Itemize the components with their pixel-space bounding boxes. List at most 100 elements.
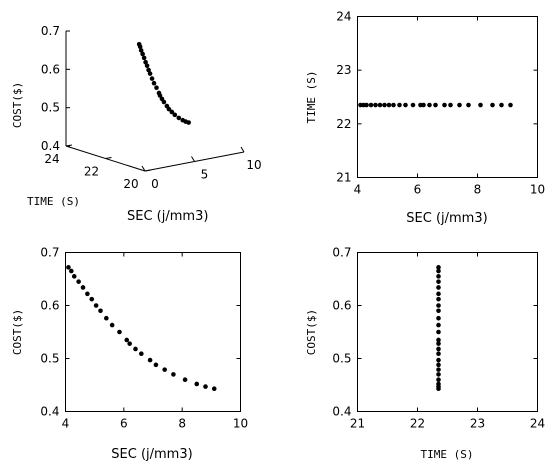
data-point (194, 381, 200, 387)
y-tick (144, 169, 152, 172)
y-tick-label: 22 (84, 165, 99, 179)
y-tick (65, 144, 73, 147)
data-point (141, 55, 147, 61)
data-point (85, 291, 90, 297)
data-point (137, 44, 143, 50)
data-point (149, 76, 155, 81)
data-point (421, 102, 426, 108)
data-point (436, 279, 441, 284)
x-tick (191, 156, 195, 162)
data-point (144, 63, 150, 69)
data-point (466, 102, 471, 108)
x-axis-label: SEC (j/mm3) (111, 447, 192, 462)
data-point (143, 59, 148, 65)
data-point (436, 351, 441, 357)
y-tick-label: 0.7 (332, 246, 351, 260)
data-point (391, 102, 396, 108)
data-point (436, 291, 441, 297)
x-tick-label: 10 (246, 158, 261, 172)
data-point (436, 322, 441, 328)
y-tick-label: 0.6 (40, 299, 59, 313)
panel-sec-vs-cost: 4 6 8 10 0.4 0.5 0.6 0.7 SEC (j/mm3) COST($) (11, 246, 248, 463)
data-point (139, 351, 144, 357)
data-point (457, 102, 462, 108)
x-tick-label: 5 (201, 168, 209, 182)
data-point (382, 102, 387, 108)
data-point (176, 115, 182, 121)
data-point (89, 296, 95, 302)
data-point (166, 106, 172, 112)
data-point (436, 362, 441, 368)
y-axis-label: COST($) (11, 309, 24, 355)
x-tick (240, 146, 245, 153)
data-point (203, 384, 208, 389)
data-point (133, 346, 138, 352)
y-tick-label: 24 (336, 10, 351, 24)
data-point (186, 120, 191, 125)
data-point (436, 337, 441, 343)
data-point (161, 99, 167, 105)
data-point (377, 102, 383, 108)
x-axis-label: SEC (j/mm3) (127, 209, 208, 224)
data-point (436, 386, 441, 392)
x-tick-label: 10 (530, 183, 545, 197)
data-point (436, 377, 441, 383)
data-point (436, 268, 441, 274)
y-tick-label: 0.4 (332, 405, 351, 419)
y-tick-label: 0.6 (332, 299, 351, 313)
data-point (436, 285, 441, 290)
data-point (499, 102, 504, 108)
x-tick-label: 21 (350, 417, 365, 431)
data-point (80, 285, 86, 290)
x-tick-label: 24 (530, 417, 545, 431)
data-point (508, 102, 513, 108)
data-point (490, 102, 495, 108)
y-axis-label: TIME (S) (305, 71, 318, 124)
data-point (146, 67, 151, 73)
data-point (436, 296, 441, 302)
z-tick-label: 0.4 (41, 139, 60, 153)
data-point (448, 102, 453, 108)
data-point (117, 329, 122, 335)
x-tick-label: 4 (354, 183, 362, 197)
z-tick-label: 0.5 (41, 101, 60, 115)
x-tick (141, 165, 146, 172)
data-point (436, 265, 441, 270)
plot-frame (357, 252, 538, 412)
data-point (93, 303, 99, 308)
y-tick-label: 0.5 (40, 352, 59, 366)
x-axis-label: SEC (j/mm3) (406, 211, 487, 226)
panel-3d-scatter: 0.4 0.5 0.6 0.7 20 22 24 0 5 10 TIME (S) SEC (j/m… (11, 24, 262, 224)
x-tick-label: 6 (414, 183, 422, 197)
data-point (386, 102, 392, 108)
data-point (436, 372, 441, 377)
y-tick-label: 21 (336, 171, 351, 185)
data-point (154, 85, 159, 90)
data-point (436, 315, 441, 321)
y-tick-label: 24 (44, 152, 59, 166)
panel-sec-vs-time: 4 6 8 10 21 22 23 24 SEC (j/mm3) TIME (S) (305, 10, 545, 227)
x-tick-label: 22 (410, 417, 425, 431)
data-point (442, 102, 447, 108)
data-point (153, 362, 159, 368)
data-point (364, 102, 369, 108)
data-point (182, 377, 188, 383)
data-point (140, 51, 145, 57)
y-tick-label: 0.4 (40, 405, 59, 419)
data-point (211, 386, 217, 392)
y-axis-label: COST($) (305, 309, 318, 355)
data-point (66, 265, 71, 270)
data-point (109, 322, 115, 328)
data-point (151, 80, 157, 86)
y-tick-label: 22 (336, 117, 351, 131)
plot-frame (357, 16, 538, 178)
x-tick-label: 6 (120, 417, 128, 431)
data-point (436, 303, 441, 308)
plot-frame (65, 252, 241, 412)
data-point (147, 357, 153, 363)
data-point (147, 71, 153, 76)
data-point (127, 341, 132, 346)
data-point (436, 367, 441, 372)
data-point (436, 329, 441, 335)
